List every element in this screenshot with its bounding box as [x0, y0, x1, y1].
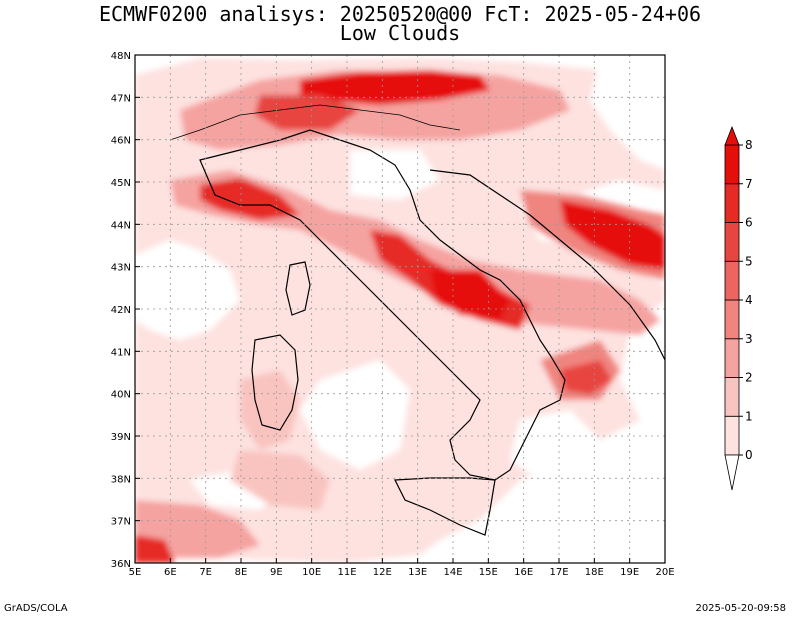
- colorbar-label: 0: [745, 448, 753, 462]
- colorbar-segment: [724, 415, 740, 456]
- cloud-level-3-sicily: [230, 450, 330, 510]
- cloud-core-central: [430, 270, 510, 320]
- colorbar-label: 4: [745, 293, 753, 307]
- colorbar-segment: [724, 377, 740, 417]
- lat-tick-label: 48N: [111, 51, 131, 62]
- lon-tick-label: 19E: [620, 567, 639, 578]
- colorbar-bottom-arrow: [724, 454, 740, 491]
- lon-tick-label: 9E: [270, 567, 283, 578]
- lat-tick-label: 46N: [111, 136, 131, 147]
- lat-tick-label: 37N: [111, 517, 131, 528]
- lat-tick-label: 45N: [111, 178, 131, 189]
- colorbar-top-arrow: [724, 125, 740, 146]
- colorbar-segment: [724, 222, 740, 262]
- colorbar: 0 1 2 3 4 5 6 7 8: [724, 125, 753, 491]
- lat-tick-label: 39N: [111, 432, 131, 443]
- lat-tick-label: 36N: [111, 559, 131, 570]
- colorbar-segment: [724, 299, 740, 340]
- lon-tick-label: 14E: [443, 567, 462, 578]
- cloud-core-albania: [560, 360, 612, 395]
- colorbar-label: 5: [745, 254, 753, 268]
- cloud-core-alps: [300, 70, 490, 105]
- colorbar-label: 8: [745, 138, 753, 152]
- chart-subtitle: Low Clouds: [339, 21, 461, 45]
- lon-axis: 5E 6E 7E 8E 9E 10E 11E 12E 13E 14E 15E 16E 17E 18E 19E…: [129, 558, 675, 578]
- cloud-core-sw: [135, 535, 175, 563]
- credit-grads: GrADS/COLA: [4, 603, 68, 614]
- colorbar-label: 2: [745, 371, 753, 385]
- cloud-core-alps-2: [255, 95, 360, 130]
- sardinia-coastline: [251, 334, 299, 431]
- borders-alps: [169, 104, 461, 141]
- lon-tick-label: 6E: [164, 567, 177, 578]
- lon-tick-label: 12E: [373, 567, 392, 578]
- colorbar-label: 6: [745, 216, 753, 230]
- gridlines: [135, 55, 665, 563]
- lon-tick-label: 20E: [655, 567, 674, 578]
- cloud-level-3-sardinia: [240, 370, 300, 450]
- lon-tick-label: 5E: [129, 567, 142, 578]
- colorbar-segment: [724, 144, 740, 185]
- colorbar-label: 3: [745, 332, 753, 346]
- colorbar-segment: [724, 338, 740, 378]
- coastlines: [169, 104, 665, 536]
- lon-tick-label: 16E: [514, 567, 533, 578]
- lat-tick-label: 47N: [111, 93, 131, 104]
- lat-tick-label: 40N: [111, 390, 131, 401]
- lat-tick-label: 43N: [111, 263, 131, 274]
- clear-area-ionian: [510, 410, 600, 480]
- credit-timestamp: 2025-05-20-09:58: [695, 603, 786, 614]
- lon-tick-label: 11E: [337, 567, 356, 578]
- lon-tick-label: 18E: [585, 567, 604, 578]
- lon-tick-label: 10E: [302, 567, 321, 578]
- colorbar-segment: [724, 183, 740, 223]
- lon-tick-label: 15E: [479, 567, 498, 578]
- chart-title: ECMWF0200 analisys: 20250520@00 FcT: 202…: [98, 2, 702, 26]
- lon-tick-label: 17E: [549, 567, 568, 578]
- clear-area-tyrrhenian: [300, 360, 410, 470]
- lat-tick-label: 42N: [111, 305, 131, 316]
- lat-tick-label: 44N: [111, 220, 131, 231]
- italy-coastline: [199, 129, 566, 481]
- cloud-core-balkan: [560, 200, 665, 270]
- cloud-core-liguria: [200, 178, 300, 220]
- lon-tick-label: 7E: [199, 567, 212, 578]
- colorbar-label: 7: [745, 177, 753, 191]
- lon-tick-label: 13E: [408, 567, 427, 578]
- lat-tick-label: 38N: [111, 474, 131, 485]
- clear-area-east: [590, 60, 665, 170]
- clear-area-west: [135, 240, 240, 340]
- colorbar-label: 1: [745, 409, 753, 423]
- cloud-field: [135, 58, 665, 563]
- colorbar-segment: [724, 260, 740, 301]
- lat-axis: 36N 37N 38N 39N 40N 41N 42N 43N 44N 45N 46N 47N 48N: [111, 51, 140, 570]
- lat-tick-label: 41N: [111, 347, 131, 358]
- corsica-coastline: [285, 261, 311, 316]
- lon-tick-label: 8E: [235, 567, 248, 578]
- adriatic-east-coast: [429, 169, 665, 361]
